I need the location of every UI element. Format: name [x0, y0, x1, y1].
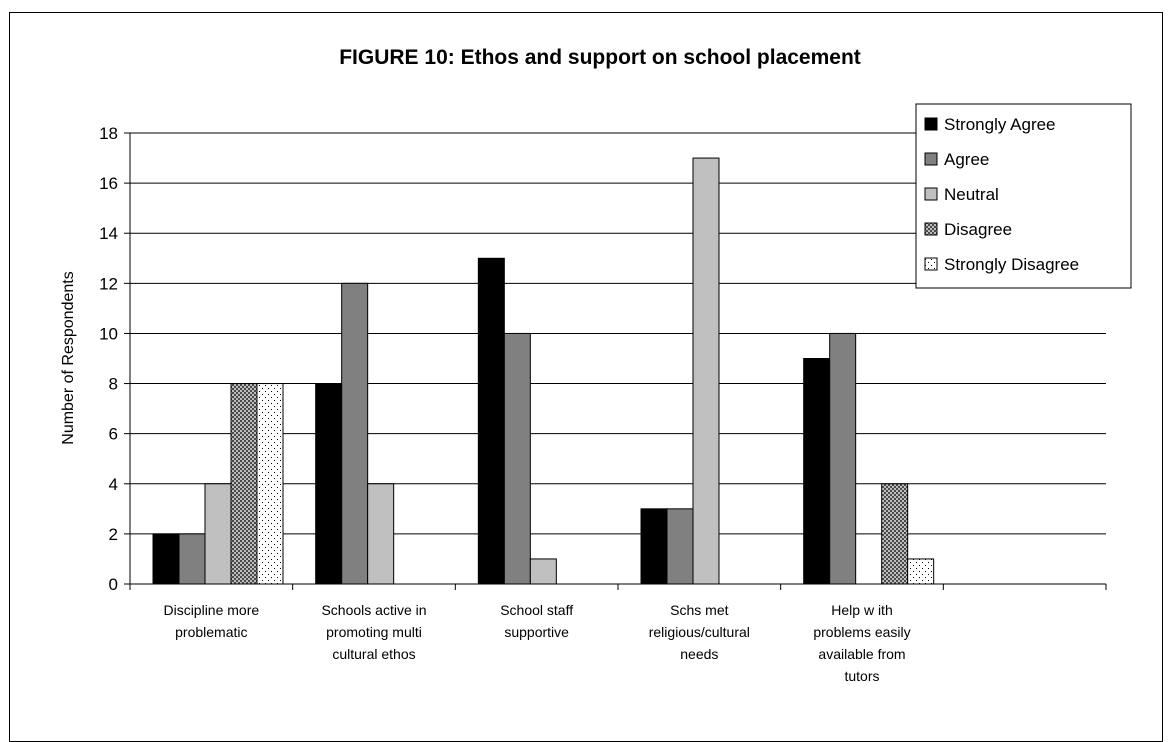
- chart-title: FIGURE 10: Ethos and support on school p…: [339, 46, 861, 69]
- bar-agree-cat0: [178, 533, 206, 585]
- bar-strongly-agree-cat0: [152, 533, 180, 585]
- legend-label: Strongly Agree: [944, 115, 1056, 134]
- y-tick-label: 0: [109, 575, 118, 594]
- bar-strongly-agree-cat1: [315, 383, 343, 585]
- legend-swatch: [924, 222, 938, 236]
- bar-strongly-agree-cat4: [803, 358, 831, 585]
- bar-agree-cat3: [666, 508, 694, 585]
- legend: Strongly Agree Agree Neutral Disagree Strong…: [915, 103, 1132, 289]
- y-tick-label: 2: [109, 525, 118, 544]
- legend-swatch: [924, 257, 938, 271]
- y-tick-label: 4: [109, 475, 118, 494]
- legend-swatch: [924, 117, 938, 131]
- bar-neutral-cat2: [529, 558, 557, 585]
- legend-label: Disagree: [944, 220, 1012, 239]
- y-axis-label: Number of Respondents: [60, 271, 77, 444]
- y-tick-label: 12: [99, 274, 118, 293]
- legend-label: Neutral: [944, 185, 999, 204]
- y-tick-label: 16: [99, 174, 118, 193]
- x-category-label: Discipline more problematic: [163, 602, 259, 640]
- y-tick-label: 14: [99, 224, 118, 243]
- y-tick-labels: 0 2 4 6 8 10 12 14 16 18: [99, 124, 118, 594]
- y-tick-label: 6: [109, 425, 118, 444]
- bar-neutral-cat3: [692, 157, 720, 585]
- bar-strongly-disagree-cat0: [256, 383, 284, 585]
- legend-label: Agree: [944, 150, 989, 169]
- legend-swatch: [924, 152, 938, 166]
- y-tick-label: 8: [109, 375, 118, 394]
- bars: [152, 157, 935, 585]
- bar-agree-cat2: [503, 332, 531, 585]
- x-category-label: School staff supportive: [500, 602, 573, 640]
- bar-strongly-agree-cat2: [477, 257, 505, 585]
- y-tick-label: 18: [99, 124, 118, 143]
- legend-label: Strongly Disagree: [944, 255, 1079, 274]
- bar-neutral-cat0: [204, 483, 232, 585]
- y-tick-label: 10: [99, 324, 118, 343]
- axes: [124, 132, 1107, 590]
- legend-box: [915, 103, 1132, 289]
- bar-neutral-cat1: [367, 483, 395, 585]
- bar-agree-cat4: [829, 332, 857, 585]
- bar-strongly-agree-cat3: [640, 508, 668, 585]
- bar-disagree-cat0: [230, 383, 258, 585]
- x-category-label: Help w ith problems easily available from t…: [813, 602, 910, 684]
- x-category-label: Schs met religious/cultural needs: [649, 602, 750, 662]
- legend-swatch: [924, 187, 938, 201]
- bar-strongly-disagree-cat4: [907, 558, 935, 585]
- bar-agree-cat1: [341, 282, 369, 585]
- x-category-labels: Discipline more problematic Schools active…: [163, 602, 910, 684]
- x-category-label: Schools active in promoting multi cultural…: [321, 602, 426, 662]
- bar-disagree-cat4: [881, 483, 909, 585]
